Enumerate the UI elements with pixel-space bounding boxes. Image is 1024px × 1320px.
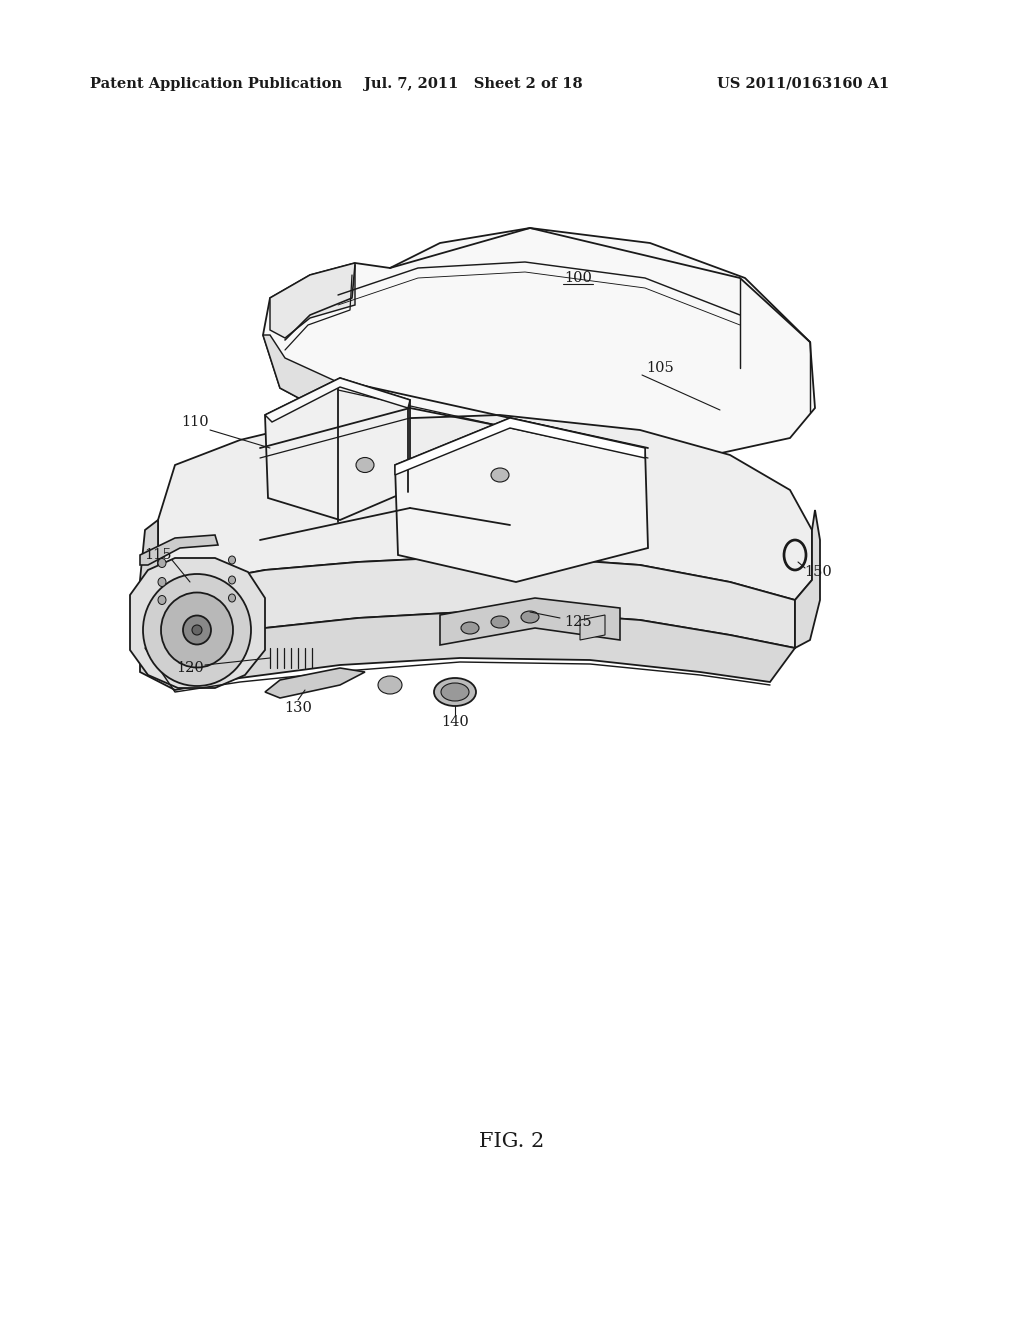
- Ellipse shape: [228, 556, 236, 564]
- Ellipse shape: [158, 558, 166, 568]
- Ellipse shape: [434, 678, 476, 706]
- Polygon shape: [130, 558, 265, 688]
- Polygon shape: [395, 418, 645, 475]
- Text: Patent Application Publication: Patent Application Publication: [90, 77, 342, 91]
- Polygon shape: [265, 378, 410, 422]
- Polygon shape: [265, 668, 365, 698]
- Text: 125: 125: [564, 615, 592, 630]
- Ellipse shape: [193, 624, 202, 635]
- Ellipse shape: [228, 594, 236, 602]
- Text: 115: 115: [144, 548, 172, 562]
- Text: 130: 130: [284, 701, 312, 715]
- Polygon shape: [140, 520, 158, 640]
- Text: FIG. 2: FIG. 2: [479, 1133, 545, 1151]
- Ellipse shape: [161, 593, 233, 668]
- Text: 105: 105: [646, 360, 674, 375]
- Ellipse shape: [228, 576, 236, 583]
- Polygon shape: [140, 610, 795, 690]
- Ellipse shape: [461, 622, 479, 634]
- Ellipse shape: [183, 615, 211, 644]
- Ellipse shape: [143, 574, 251, 686]
- Text: 110: 110: [181, 414, 209, 429]
- Polygon shape: [140, 535, 218, 565]
- Text: US 2011/0163160 A1: US 2011/0163160 A1: [717, 77, 889, 91]
- Ellipse shape: [521, 611, 539, 623]
- Polygon shape: [263, 228, 815, 465]
- Polygon shape: [580, 615, 605, 640]
- Text: Jul. 7, 2011   Sheet 2 of 18: Jul. 7, 2011 Sheet 2 of 18: [364, 77, 583, 91]
- Ellipse shape: [378, 676, 402, 694]
- Polygon shape: [440, 598, 620, 645]
- Polygon shape: [263, 335, 355, 428]
- Polygon shape: [270, 263, 355, 338]
- Ellipse shape: [441, 682, 469, 701]
- Ellipse shape: [356, 458, 374, 473]
- Polygon shape: [158, 414, 812, 601]
- Text: 100: 100: [564, 271, 592, 285]
- Polygon shape: [265, 378, 410, 520]
- Text: 140: 140: [441, 715, 469, 729]
- Ellipse shape: [158, 578, 166, 586]
- Text: 150: 150: [804, 565, 831, 579]
- Ellipse shape: [490, 616, 509, 628]
- Polygon shape: [155, 554, 795, 648]
- Ellipse shape: [158, 595, 166, 605]
- Polygon shape: [395, 418, 648, 582]
- Ellipse shape: [490, 469, 509, 482]
- Text: 120: 120: [176, 661, 204, 675]
- Polygon shape: [795, 510, 820, 648]
